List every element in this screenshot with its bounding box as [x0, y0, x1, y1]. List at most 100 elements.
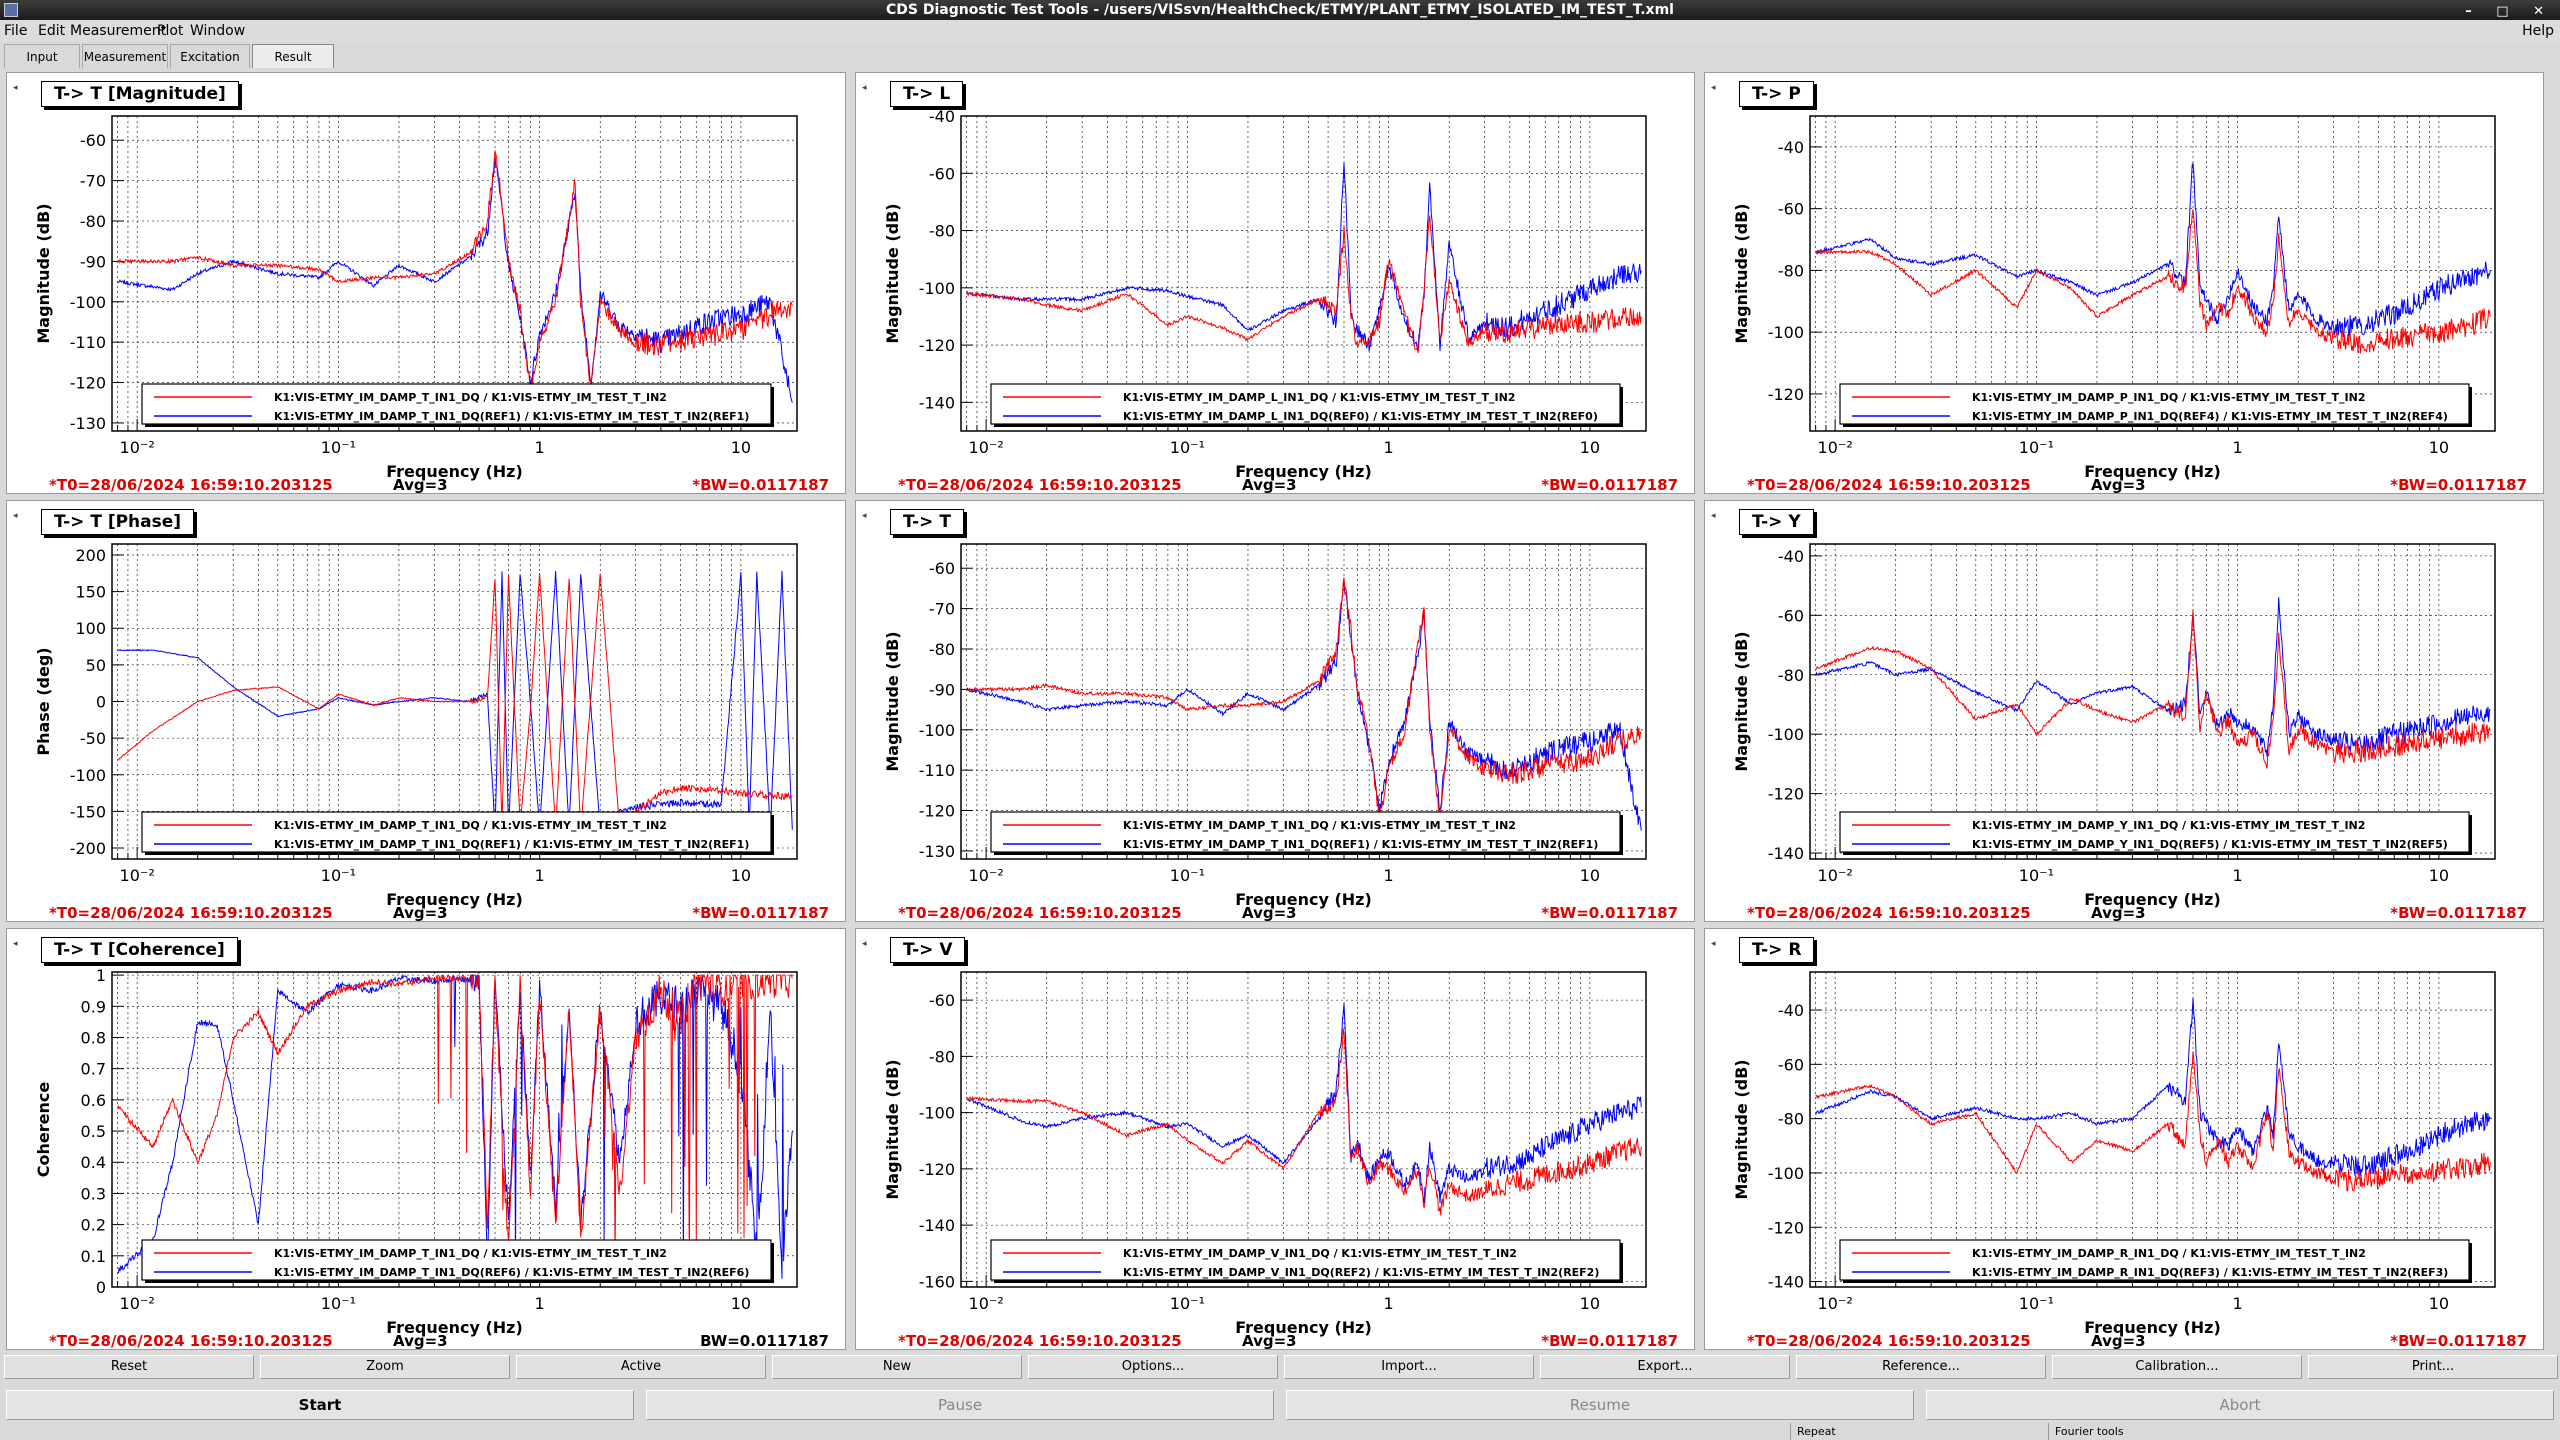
plot-svg[interactable]: 1 0.9 0.8 0.7 0.6 0.5 0.4 0.3 0.2 0.1 0 10⁻² 10⁻¹ 1 10… — [7, 929, 847, 1351]
calibration-button[interactable]: Calibration... — [2052, 1355, 2302, 1379]
x-tick-label: 10⁻² — [969, 866, 1004, 885]
options-button[interactable]: Options... — [1028, 1355, 1278, 1379]
tab-input[interactable]: Input — [4, 44, 80, 68]
start-button[interactable]: Start — [6, 1390, 634, 1420]
plot-svg[interactable]: -60 -70 -80 -90 -100 -110 -120 -130 10⁻² 10⁻¹ 1 10 F… — [7, 73, 847, 495]
repeat-label[interactable]: Repeat — [1790, 1423, 2048, 1440]
y-tick-label: 0.6 — [81, 1091, 106, 1110]
plot-panel-p4[interactable]: ◂ T-> T [Phase] 200 150 100 50 0 -50 -100 -150 -20… — [6, 500, 846, 922]
plot-svg[interactable]: -60 -70 -80 -90 -100 -110 -120 -130 10⁻² 10⁻¹ 1 10 F… — [856, 501, 1696, 923]
plot-svg[interactable]: -40 -60 -80 -100 -120 -140 10⁻² 10⁻¹ 1 10 Frequenc… — [856, 73, 1696, 495]
legend-entry: K1:VIS-ETMY_IM_DAMP_T_IN1_DQ / K1:VIS-ET… — [1123, 819, 1516, 832]
plot-panel-p1[interactable]: ◂ T-> T [Magnitude] -60 -70 -80 -90 -100 -110 -1… — [6, 72, 846, 494]
plot-svg[interactable]: 200 150 100 50 0 -50 -100 -150 -200 10⁻² 10⁻¹ 1 10 Fr… — [7, 501, 847, 923]
plot-panel-p2[interactable]: ◂ T-> L -40 -60 -80 -100 -120 -140 10⁻² 10⁻¹ 1 10 Fr… — [855, 72, 1695, 494]
reference-button[interactable]: Reference... — [1796, 1355, 2046, 1379]
plot-panel-p3[interactable]: ◂ T-> P -40 -60 -80 -100 -120 10⁻² 10⁻¹ 1 10 Freque… — [1704, 72, 2544, 494]
x-tick-label: 10⁻¹ — [2019, 438, 2054, 457]
menu-edit[interactable]: Edit — [38, 23, 66, 39]
y-tick-label: -60 — [929, 991, 955, 1010]
panel-menu-icon[interactable]: ◂ — [1711, 83, 1716, 93]
series-line-red — [117, 572, 793, 831]
panel-menu-icon[interactable]: ◂ — [1711, 939, 1716, 949]
menu-window[interactable]: Window — [190, 23, 246, 39]
y-tick-label: -40 — [929, 107, 955, 126]
y-tick-label: -100 — [919, 1104, 955, 1123]
tab-result[interactable]: Result — [252, 44, 334, 68]
plot-panel-p8[interactable]: ◂ T-> V -60 -80 -100 -120 -140 -160 10⁻² 10⁻¹ 1 10 F… — [855, 928, 1695, 1350]
plot-title[interactable]: T-> R — [1739, 937, 1815, 963]
abort-button[interactable]: Abort — [1926, 1390, 2554, 1420]
plot-button-row: Reset Zoom Active New Options... Import... Exp… — [0, 1355, 2560, 1379]
x-tick-label: 1 — [1384, 438, 1394, 457]
bw-label: *BW=0.0117187 — [2390, 476, 2527, 494]
bw-label: *BW=0.0117187 — [692, 476, 829, 494]
import-button[interactable]: Import... — [1284, 1355, 1534, 1379]
fourier-tools-label[interactable]: Fourier tools — [2048, 1423, 2298, 1440]
window-controls[interactable]: – □ ✕ — [2465, 4, 2554, 19]
series-line-red — [1815, 1051, 2491, 1192]
plot-title[interactable]: T-> T [Phase] — [41, 509, 195, 535]
plot-svg[interactable]: -40 -60 -80 -100 -120 10⁻² 10⁻¹ 1 10 Frequency (H… — [1705, 73, 2545, 495]
menu-measurement[interactable]: Measurement — [70, 23, 167, 39]
plot-panel-p6[interactable]: ◂ T-> Y -40 -60 -80 -100 -120 -140 10⁻² 10⁻¹ 1 10 Fr… — [1704, 500, 2544, 922]
menu-file[interactable]: File — [4, 23, 28, 39]
y-tick-label: -40 — [1778, 547, 1804, 566]
plot-title[interactable]: T-> L — [890, 81, 964, 107]
panel-menu-icon[interactable]: ◂ — [13, 83, 18, 93]
panel-menu-icon[interactable]: ◂ — [13, 939, 18, 949]
plot-panel-p9[interactable]: ◂ T-> R -40 -60 -80 -100 -120 -140 10⁻² 10⁻¹ 1 10 Fr… — [1704, 928, 2544, 1350]
legend-entry: K1:VIS-ETMY_IM_DAMP_R_IN1_DQ / K1:VIS-ET… — [1972, 1247, 2366, 1260]
bw-label: *BW=0.0117187 — [692, 904, 829, 922]
plot-title[interactable]: T-> T [Coherence] — [41, 937, 238, 963]
x-tick-label: 10⁻² — [120, 1294, 155, 1313]
legend-entry: K1:VIS-ETMY_IM_DAMP_Y_IN1_DQ / K1:VIS-ET… — [1972, 819, 2365, 832]
print-button[interactable]: Print... — [2308, 1355, 2558, 1379]
plot-panel-p5[interactable]: ◂ T-> T -60 -70 -80 -90 -100 -110 -120 -130 10⁻² 10… — [855, 500, 1695, 922]
tab-measurement[interactable]: Measurement — [82, 44, 168, 68]
y-tick-label: -160 — [919, 1272, 955, 1291]
y-axis-label: Coherence — [34, 1082, 53, 1178]
plot-title[interactable]: T-> Y — [1739, 509, 1814, 535]
y-axis-label: Magnitude (dB) — [883, 203, 902, 343]
plot-svg[interactable]: -40 -60 -80 -100 -120 -140 10⁻² 10⁻¹ 1 10 Frequenc… — [1705, 501, 2545, 923]
y-tick-label: -100 — [1768, 1164, 1804, 1183]
y-tick-label: 0.9 — [81, 997, 106, 1016]
plot-title[interactable]: T-> T — [890, 509, 964, 535]
plot-title[interactable]: T-> P — [1739, 81, 1814, 107]
y-tick-label: -40 — [1778, 138, 1804, 157]
plot-panel-p7[interactable]: ◂ T-> T [Coherence] 1 0.9 0.8 0.7 0.6 0.5 0.4 0.3… — [6, 928, 846, 1350]
plot-svg[interactable]: -60 -80 -100 -120 -140 -160 10⁻² 10⁻¹ 1 10 Frequen… — [856, 929, 1696, 1351]
y-tick-label: 0.4 — [81, 1153, 106, 1172]
zoom-button[interactable]: Zoom — [260, 1355, 510, 1379]
y-tick-label: -130 — [919, 842, 955, 861]
panel-menu-icon[interactable]: ◂ — [862, 939, 867, 949]
tab-excitation[interactable]: Excitation — [170, 44, 250, 68]
export-button[interactable]: Export... — [1540, 1355, 1790, 1379]
plot-title[interactable]: T-> V — [890, 937, 966, 963]
reset-button[interactable]: Reset — [4, 1355, 254, 1379]
panel-menu-icon[interactable]: ◂ — [862, 83, 867, 93]
panel-menu-icon[interactable]: ◂ — [1711, 511, 1716, 521]
panel-menu-icon[interactable]: ◂ — [13, 511, 18, 521]
plot-svg[interactable]: -40 -60 -80 -100 -120 -140 10⁻² 10⁻¹ 1 10 Frequenc… — [1705, 929, 2545, 1351]
x-tick-label: 10 — [2429, 438, 2449, 457]
menubar: File Edit Measurement Plot Window Help — [0, 20, 2560, 42]
plot-title[interactable]: T-> T [Magnitude] — [41, 81, 239, 107]
legend-entry: K1:VIS-ETMY_IM_DAMP_T_IN1_DQ / K1:VIS-ET… — [274, 391, 667, 404]
status-row: Repeat Fourier tools — [0, 1423, 2560, 1440]
menu-plot[interactable]: Plot — [157, 23, 184, 39]
series-line-red — [966, 215, 1642, 354]
x-tick-label: 1 — [2233, 1294, 2243, 1313]
avg-label: Avg=3 — [393, 476, 448, 494]
panel-menu-icon[interactable]: ◂ — [862, 511, 867, 521]
resume-button[interactable]: Resume — [1286, 1390, 1914, 1420]
menu-help[interactable]: Help — [2522, 23, 2554, 39]
active-button[interactable]: Active — [516, 1355, 766, 1379]
legend-box — [1839, 1239, 2470, 1281]
plot-grid: ◂ T-> T [Magnitude] -60 -70 -80 -90 -100 -110 -1… — [0, 68, 2560, 1353]
x-axis-label: Frequency (Hz) — [386, 462, 523, 481]
new-button[interactable]: New — [772, 1355, 1022, 1379]
y-tick-label: -90 — [929, 680, 955, 699]
pause-button[interactable]: Pause — [646, 1390, 1274, 1420]
